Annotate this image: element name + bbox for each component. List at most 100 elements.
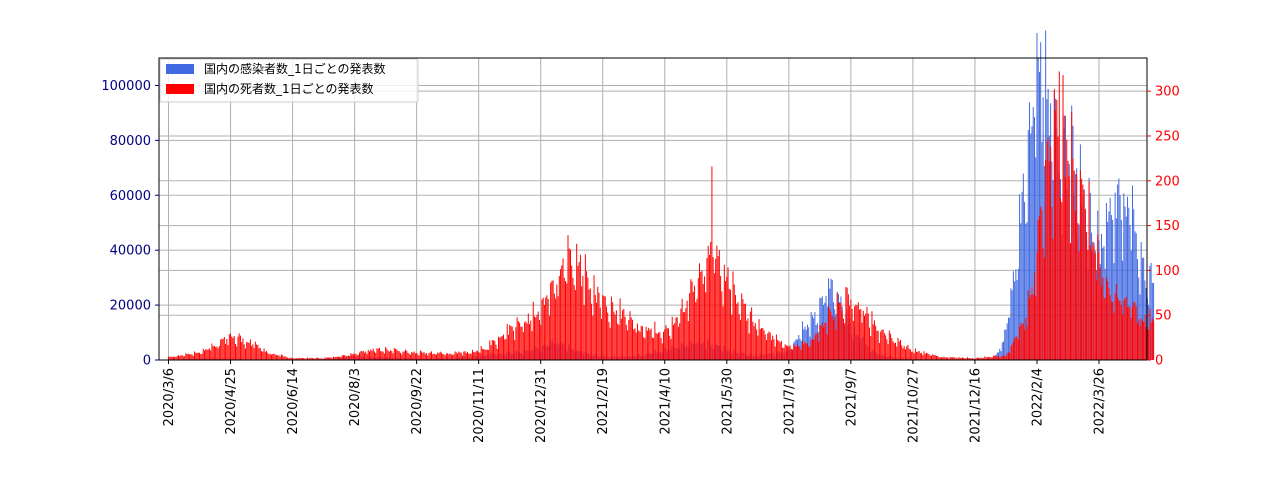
bar-deaths xyxy=(454,351,456,360)
bar-deaths xyxy=(1097,234,1099,360)
bar-deaths xyxy=(391,351,393,360)
bar-deaths xyxy=(990,357,992,360)
bar-deaths xyxy=(206,349,208,360)
bar-deaths xyxy=(1025,317,1027,360)
bar-deaths xyxy=(1001,355,1003,360)
bar-deaths xyxy=(1060,198,1062,360)
bar-deaths xyxy=(1073,170,1075,360)
bar-deaths xyxy=(926,352,928,360)
bar-deaths xyxy=(510,326,512,360)
tick-label-left: 100000 xyxy=(101,79,151,94)
bar-deaths xyxy=(395,349,397,360)
bar-deaths xyxy=(233,335,235,360)
bar-deaths xyxy=(372,348,374,360)
bar-deaths xyxy=(981,358,983,360)
bar-deaths xyxy=(715,258,717,360)
bar-deaths xyxy=(598,292,600,360)
bar-deaths xyxy=(1123,299,1125,360)
bar-deaths xyxy=(582,275,584,360)
bar-deaths xyxy=(1115,283,1117,360)
bar-deaths xyxy=(847,294,849,360)
bar-deaths xyxy=(189,354,191,360)
bar-deaths xyxy=(1004,356,1006,360)
bar-deaths xyxy=(293,358,295,360)
tick-label-x: 2020/12/31 xyxy=(534,368,549,443)
bar-deaths xyxy=(550,282,552,360)
bar-deaths xyxy=(799,346,801,360)
bar-deaths xyxy=(344,355,346,360)
bar-deaths xyxy=(376,348,378,360)
bar-deaths xyxy=(800,349,802,360)
tick-label-x: 2021/5/30 xyxy=(720,368,735,435)
bar-deaths xyxy=(569,249,571,360)
bar-deaths xyxy=(983,358,985,360)
x-axis: 2020/3/6 2020/4/25 2020/6/14 2020/8/3 2020/9… xyxy=(162,360,1108,443)
bar-deaths xyxy=(548,315,550,360)
bar-deaths xyxy=(752,321,754,360)
bar-deaths xyxy=(485,349,487,360)
bar-deaths xyxy=(180,355,182,360)
tick-label-left: 40000 xyxy=(110,244,151,259)
bar-deaths xyxy=(445,353,447,360)
bar-deaths xyxy=(700,271,702,360)
bar-deaths xyxy=(457,353,459,360)
bar-infections xyxy=(1150,262,1152,360)
bar-deaths xyxy=(1055,110,1057,360)
bar-deaths xyxy=(572,277,574,360)
bar-deaths xyxy=(365,351,367,360)
bar-infections xyxy=(1019,194,1021,360)
bar-deaths xyxy=(318,358,320,360)
bar-deaths xyxy=(400,352,402,360)
bar-deaths xyxy=(299,357,301,360)
bar-deaths xyxy=(221,338,223,360)
bar-deaths xyxy=(534,316,535,360)
bar-deaths xyxy=(607,312,609,360)
bar-deaths xyxy=(404,349,406,360)
bar-deaths xyxy=(950,357,952,360)
bar-deaths xyxy=(828,305,830,360)
bar-deaths xyxy=(185,353,187,360)
bar-deaths xyxy=(943,356,945,360)
bar-deaths xyxy=(261,351,263,360)
bar-deaths xyxy=(757,335,759,360)
bar-deaths xyxy=(324,357,326,360)
bar-deaths xyxy=(604,296,606,360)
bar-deaths xyxy=(1010,346,1012,360)
bar-deaths xyxy=(692,291,694,360)
tick-label-left: 80000 xyxy=(110,134,151,149)
bar-deaths xyxy=(839,302,841,360)
bar-deaths xyxy=(868,327,870,360)
bar-deaths xyxy=(1083,190,1085,360)
bar-deaths xyxy=(625,324,627,360)
bar-deaths xyxy=(1130,318,1132,360)
bar-deaths xyxy=(258,348,260,360)
bar-deaths xyxy=(432,354,434,360)
bar-deaths xyxy=(639,331,641,360)
bar-deaths xyxy=(918,350,920,360)
bar-deaths xyxy=(417,354,419,360)
bar-deaths xyxy=(502,334,504,360)
bar-deaths xyxy=(243,344,245,360)
bar-deaths xyxy=(931,355,933,360)
bar-deaths xyxy=(677,326,679,360)
bar-deaths xyxy=(361,351,363,360)
bar-deaths xyxy=(1099,267,1101,360)
bar-deaths xyxy=(177,355,179,360)
bar-deaths xyxy=(282,355,284,360)
bar-deaths xyxy=(1041,209,1043,360)
bar-deaths xyxy=(452,354,454,360)
bar-deaths xyxy=(672,324,674,360)
bar-deaths xyxy=(239,335,241,360)
bar-deaths xyxy=(945,357,947,360)
bar-deaths xyxy=(718,250,720,360)
bar-deaths xyxy=(236,346,238,360)
bar-deaths xyxy=(398,351,400,360)
bar-deaths xyxy=(681,298,683,360)
bar-deaths xyxy=(1077,223,1079,360)
bar-deaths xyxy=(1065,177,1066,360)
bar-deaths xyxy=(640,325,642,360)
bar-deaths xyxy=(1040,206,1042,360)
bar-deaths xyxy=(551,280,553,360)
bar-deaths xyxy=(218,346,220,360)
bar-deaths xyxy=(1026,326,1028,360)
